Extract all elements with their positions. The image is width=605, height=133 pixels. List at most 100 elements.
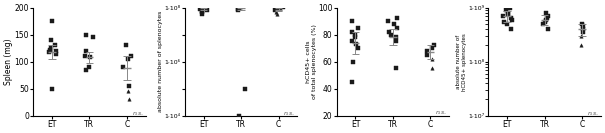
Point [47, 39, 56, 41]
Point [350, 34, 360, 36]
Point [197, 11, 207, 13]
Point [391, 40, 401, 42]
Point [503, 13, 512, 15]
Point [240, 88, 250, 90]
Point [542, 17, 552, 19]
Point [500, 21, 509, 23]
Point [422, 54, 432, 56]
Point [384, 20, 393, 22]
Point [543, 28, 552, 30]
Point [125, 98, 134, 101]
Point [502, 9, 511, 11]
Point [506, 28, 516, 30]
Point [50, 44, 60, 47]
Text: n.s.: n.s. [436, 110, 447, 115]
Y-axis label: hCD45+ cells
of total splenocytes (%): hCD45+ cells of total splenocytes (%) [306, 24, 316, 99]
Point [201, 9, 211, 11]
Point [270, 9, 280, 11]
Point [392, 17, 402, 20]
Point [429, 44, 439, 47]
Point [578, 28, 587, 30]
Point [278, 6, 288, 8]
Point [392, 27, 402, 29]
Point [196, 5, 206, 7]
Point [348, 61, 358, 63]
Point [85, 56, 95, 58]
Point [427, 67, 437, 69]
Point [353, 47, 363, 49]
Point [234, 8, 243, 10]
Point [352, 43, 361, 45]
Point [422, 50, 432, 52]
Point [80, 34, 90, 36]
Point [51, 53, 61, 55]
Point [273, 7, 283, 9]
Point [499, 15, 508, 17]
Point [384, 31, 394, 33]
Point [391, 67, 401, 69]
Point [85, 66, 94, 68]
Point [538, 23, 548, 25]
Point [234, 5, 244, 8]
Point [503, 12, 513, 14]
Point [275, 8, 285, 10]
Point [234, 9, 243, 11]
Point [45, 49, 55, 51]
Point [47, 88, 57, 90]
Point [389, 23, 399, 25]
Text: n.s.: n.s. [132, 111, 143, 116]
Point [48, 20, 57, 22]
Point [578, 31, 587, 33]
Point [350, 36, 360, 38]
Point [271, 11, 281, 13]
Point [347, 31, 357, 33]
Point [386, 34, 396, 36]
Point [543, 15, 553, 17]
Point [391, 36, 401, 38]
Point [577, 35, 586, 37]
Text: n.s.: n.s. [587, 111, 599, 116]
Point [347, 20, 357, 22]
Point [505, 7, 515, 9]
Point [238, 5, 247, 7]
Point [123, 90, 132, 92]
Point [503, 23, 512, 25]
Point [197, 10, 206, 12]
Point [234, 115, 244, 117]
Point [88, 36, 98, 38]
Point [44, 51, 54, 53]
Point [47, 47, 56, 49]
Point [122, 44, 131, 47]
Point [123, 58, 133, 60]
Point [576, 44, 586, 46]
Point [427, 47, 437, 49]
Point [82, 50, 91, 52]
Point [51, 50, 61, 52]
Point [506, 19, 516, 21]
Point [201, 5, 211, 8]
Point [195, 8, 205, 10]
Y-axis label: Spleen (mg): Spleen (mg) [4, 38, 13, 85]
Point [578, 25, 587, 27]
Point [541, 19, 551, 21]
Point [272, 13, 282, 15]
Point [541, 12, 551, 14]
Point [197, 13, 206, 15]
Point [540, 21, 550, 23]
Point [124, 85, 134, 87]
Point [195, 4, 204, 6]
Point [347, 81, 356, 83]
Point [80, 55, 90, 57]
Point [347, 40, 357, 42]
Point [577, 23, 587, 25]
Y-axis label: absolute number of splenocytes: absolute number of splenocytes [159, 11, 163, 112]
Point [126, 55, 136, 57]
Point [235, 7, 244, 9]
Point [427, 58, 436, 60]
Point [119, 66, 128, 68]
Point [506, 17, 515, 19]
Point [81, 69, 91, 71]
Text: n.s.: n.s. [284, 111, 295, 116]
Y-axis label: absolute number of
hCD45+ splenocytes: absolute number of hCD45+ splenocytes [456, 33, 467, 91]
Point [353, 27, 362, 29]
